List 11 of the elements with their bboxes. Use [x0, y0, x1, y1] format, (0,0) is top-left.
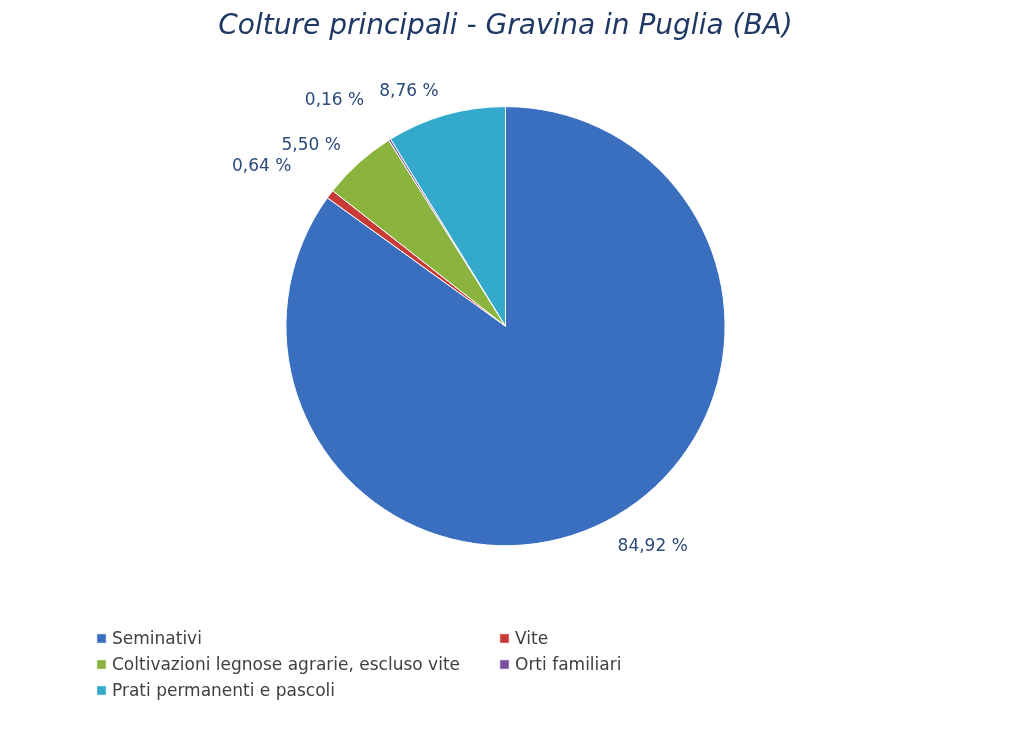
data-label: 8,76 % — [379, 79, 439, 100]
legend-label: Vite — [515, 628, 550, 648]
data-label: 84,92 % — [617, 534, 688, 555]
data-label: 0,64 % — [231, 155, 292, 176]
legend-label: Coltivazioni legnose agrarie, escluso vite — [112, 654, 461, 674]
data-label: 5,50 % — [281, 133, 341, 154]
legend-label: Seminativi — [112, 628, 203, 648]
data-label: 0,16 % — [304, 88, 365, 109]
legend-label: Prati permanenti e pascoli — [112, 680, 336, 700]
legend-label: Orti familiari — [515, 654, 623, 674]
chart-title: Colture principali - Gravina in Puglia (BA) — [218, 7, 793, 41]
